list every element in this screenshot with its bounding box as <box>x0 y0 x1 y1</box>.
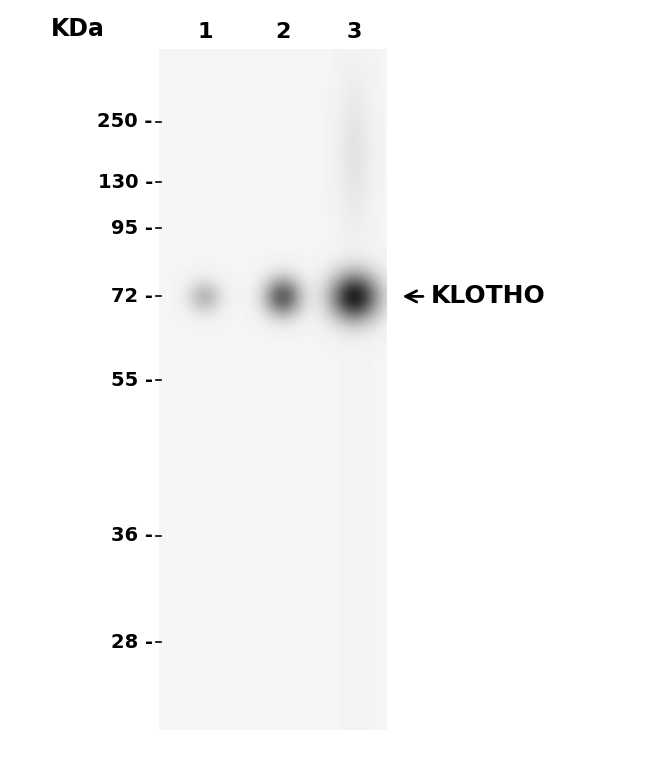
Text: 3: 3 <box>346 22 362 42</box>
Text: KDa: KDa <box>51 17 105 41</box>
Text: 36 -: 36 - <box>111 526 153 546</box>
Text: 1: 1 <box>197 22 213 42</box>
Text: 2: 2 <box>275 22 291 42</box>
Text: 250 -: 250 - <box>98 112 153 131</box>
Text: KLOTHO: KLOTHO <box>431 284 546 309</box>
Text: 95 -: 95 - <box>111 219 153 237</box>
Text: 130 -: 130 - <box>98 173 153 192</box>
Text: 28 -: 28 - <box>111 632 153 652</box>
Text: 72 -: 72 - <box>111 287 153 306</box>
Text: 55 -: 55 - <box>111 371 153 389</box>
